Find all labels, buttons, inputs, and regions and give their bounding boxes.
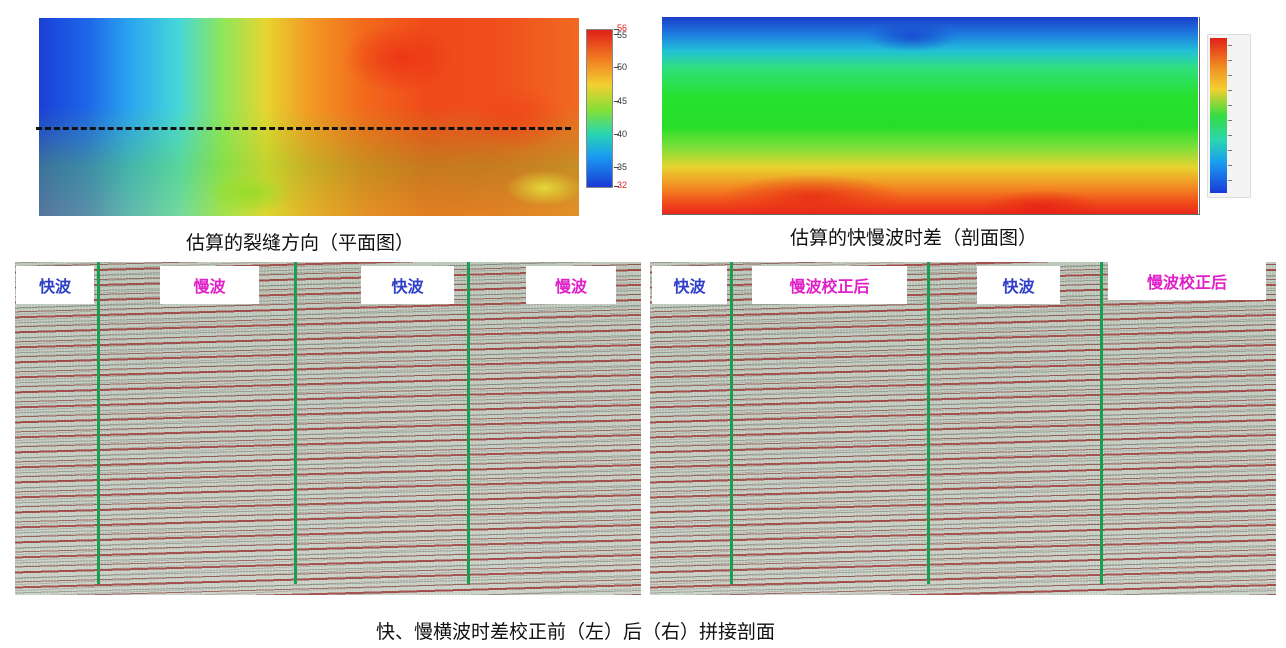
label-fast-wave: 快波 <box>16 266 94 304</box>
colorbar-tick <box>1228 150 1232 151</box>
label-fast-wave: 快波 <box>361 266 454 304</box>
colorbar-label: 35 <box>617 162 628 172</box>
colorbar-label: 45 <box>617 96 628 106</box>
colorbar-tick <box>1228 135 1232 136</box>
divider-line <box>730 262 733 584</box>
colorbar-label: 40 <box>617 129 628 139</box>
colorbar-tick <box>1228 90 1232 91</box>
divider-line <box>927 262 930 584</box>
label-slow-wave: 慢波 <box>526 266 616 304</box>
colorbar-label: 55 <box>617 30 628 40</box>
colorbar-left <box>586 29 613 188</box>
colorbar-tick <box>614 167 619 168</box>
main-caption: 快、慢横波时差校正前（左）后（右）拼接剖面 <box>376 621 776 643</box>
divider-line <box>294 262 297 584</box>
colorbar-tick <box>1228 165 1232 166</box>
caption-delay-section: 估算的快慢波时差（剖面图） <box>790 227 1038 249</box>
delay-section-frame <box>662 17 1200 215</box>
colorbar-tick <box>1228 105 1232 106</box>
fracture-direction-map <box>39 18 579 216</box>
divider-line <box>97 262 100 584</box>
label-fast-wave: 快波 <box>977 266 1060 304</box>
label-fast-wave: 快波 <box>652 266 727 304</box>
divider-line <box>467 262 470 584</box>
colorbar-tick <box>614 29 619 30</box>
colorbar-label: 32 <box>617 180 628 190</box>
section-line <box>36 127 571 130</box>
label-slow-wave-corrected: 慢波校正后 <box>752 266 907 304</box>
delay-section-map <box>662 17 1198 215</box>
colorbar-tick <box>614 34 619 35</box>
label-slow-wave: 慢波 <box>160 266 259 304</box>
colorbar-label: 50 <box>617 62 628 72</box>
colorbar-label: 56 <box>617 23 628 33</box>
colorbar-tick <box>614 186 619 187</box>
colorbar-tick <box>614 134 619 135</box>
colorbar-tick <box>614 67 619 68</box>
seismic-before-correction <box>15 262 641 595</box>
caption-fracture-direction: 估算的裂缝方向（平面图） <box>186 232 415 254</box>
colorbar-tick <box>1228 180 1232 181</box>
divider-line <box>1100 262 1103 584</box>
label-slow-wave-corrected: 慢波校正后 <box>1108 262 1266 300</box>
colorbar-tick <box>1228 60 1232 61</box>
colorbar-right <box>1210 38 1227 193</box>
colorbar-tick <box>614 101 619 102</box>
colorbar-tick <box>1228 45 1232 46</box>
colorbar-tick <box>1228 120 1232 121</box>
seismic-after-correction <box>650 262 1276 595</box>
colorbar-tick <box>1228 75 1232 76</box>
